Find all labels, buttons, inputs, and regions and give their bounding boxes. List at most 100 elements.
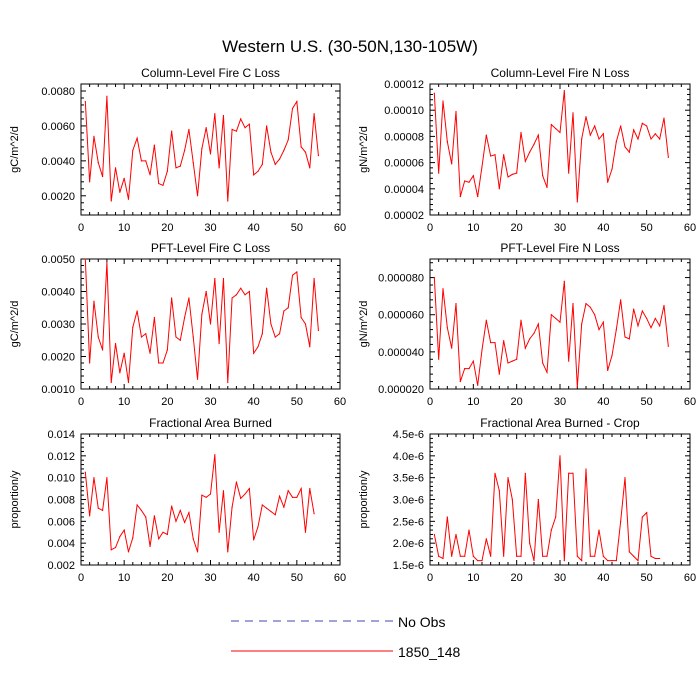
data-point — [114, 167, 117, 169]
data-point — [222, 490, 225, 492]
data-point — [516, 358, 518, 360]
data-point — [291, 274, 294, 276]
data-point — [313, 513, 315, 515]
y-axis-label: gN/m^2/d — [358, 126, 370, 173]
data-point — [145, 516, 147, 518]
series-points-1 — [84, 454, 315, 553]
data-point — [101, 175, 104, 178]
data-point — [568, 172, 570, 174]
x-tick-label: 10 — [467, 222, 479, 234]
data-point — [503, 340, 505, 342]
data-point — [520, 555, 522, 557]
x-tick-label: 60 — [334, 572, 346, 584]
data-point — [477, 196, 479, 198]
data-point — [433, 533, 435, 536]
data-point — [153, 144, 155, 146]
data-point — [533, 560, 535, 562]
data-point — [546, 371, 548, 373]
data-point — [442, 288, 444, 290]
x-tick-label: 10 — [467, 572, 479, 584]
x-tick-label: 20 — [511, 222, 523, 234]
data-point — [507, 362, 509, 364]
data-point — [490, 555, 492, 557]
y-axis-label: proportion/y — [358, 470, 370, 529]
data-point — [287, 139, 289, 141]
data-point — [628, 151, 630, 153]
chart-panel-4: PFT-Level Fire N Loss gN/m^2/d 0 10 20 30 40 50… — [358, 241, 696, 408]
data-point — [537, 134, 539, 136]
data-point — [257, 346, 259, 348]
y-axis-label: gC/m^2/d — [9, 126, 21, 173]
x-tick-label: 50 — [641, 222, 653, 234]
x-tick-label: 0 — [427, 222, 433, 234]
data-point — [511, 360, 513, 362]
data-point — [89, 362, 91, 364]
data-point — [654, 317, 656, 320]
y-tick-label: 4.5e-6 — [393, 429, 424, 441]
data-point — [214, 277, 216, 280]
y-tick-label: 0.000040 — [378, 347, 424, 359]
data-point — [201, 148, 203, 150]
data-point — [481, 349, 483, 351]
data-point — [296, 100, 298, 103]
data-point — [550, 314, 552, 316]
data-point — [106, 261, 108, 263]
data-point — [162, 531, 164, 533]
data-point — [188, 511, 190, 514]
data-point — [244, 294, 246, 296]
data-point — [598, 328, 600, 331]
data-point — [101, 349, 104, 351]
x-tick-label: 0 — [427, 572, 433, 584]
data-point — [84, 471, 86, 473]
series-line-1 — [433, 277, 669, 388]
data-point — [101, 509, 104, 512]
y-tick-label: 0.0020 — [41, 191, 75, 203]
data-point — [171, 505, 173, 507]
x-tick-label: 60 — [684, 572, 696, 584]
data-point — [594, 125, 596, 127]
y-tick-label: 0.0020 — [41, 352, 75, 364]
panel-title: Fractional Area Burned — [149, 416, 272, 430]
data-point — [166, 533, 168, 536]
data-point — [659, 138, 661, 140]
data-point — [533, 332, 535, 334]
y-tick-label: 0.00010 — [384, 105, 424, 117]
y-tick-label: 0.0030 — [41, 319, 75, 331]
data-point — [511, 498, 513, 501]
data-point — [261, 333, 263, 335]
data-point — [602, 133, 604, 135]
data-point — [659, 557, 661, 560]
data-point — [304, 531, 307, 533]
x-tick-label: 60 — [334, 396, 346, 408]
data-point — [227, 551, 229, 553]
series-line-1 — [433, 90, 669, 202]
data-point — [119, 372, 121, 374]
data-point — [576, 201, 578, 203]
data-point — [568, 360, 570, 362]
data-point — [563, 280, 565, 282]
data-point — [114, 342, 117, 345]
x-tick-label: 20 — [511, 396, 523, 408]
data-point — [442, 557, 444, 560]
data-point — [455, 110, 457, 113]
data-point — [472, 175, 474, 177]
data-point — [196, 378, 199, 380]
data-point — [218, 342, 220, 345]
series-line-1 — [84, 454, 315, 553]
data-point — [127, 198, 130, 200]
data-point — [274, 163, 276, 165]
data-point — [209, 493, 212, 495]
data-point — [309, 346, 311, 348]
data-point — [304, 323, 307, 325]
data-point — [490, 155, 492, 157]
data-point — [93, 135, 95, 137]
chart-panel-1: Column-Level Fire C Loss gC/m^2/d 0 10 20 30 4… — [9, 66, 346, 234]
data-point — [123, 529, 125, 531]
data-point — [477, 560, 479, 562]
data-point — [162, 184, 164, 186]
x-tick-label: 0 — [78, 396, 84, 408]
data-point — [537, 323, 539, 325]
data-point — [572, 112, 574, 114]
data-point — [659, 325, 661, 327]
